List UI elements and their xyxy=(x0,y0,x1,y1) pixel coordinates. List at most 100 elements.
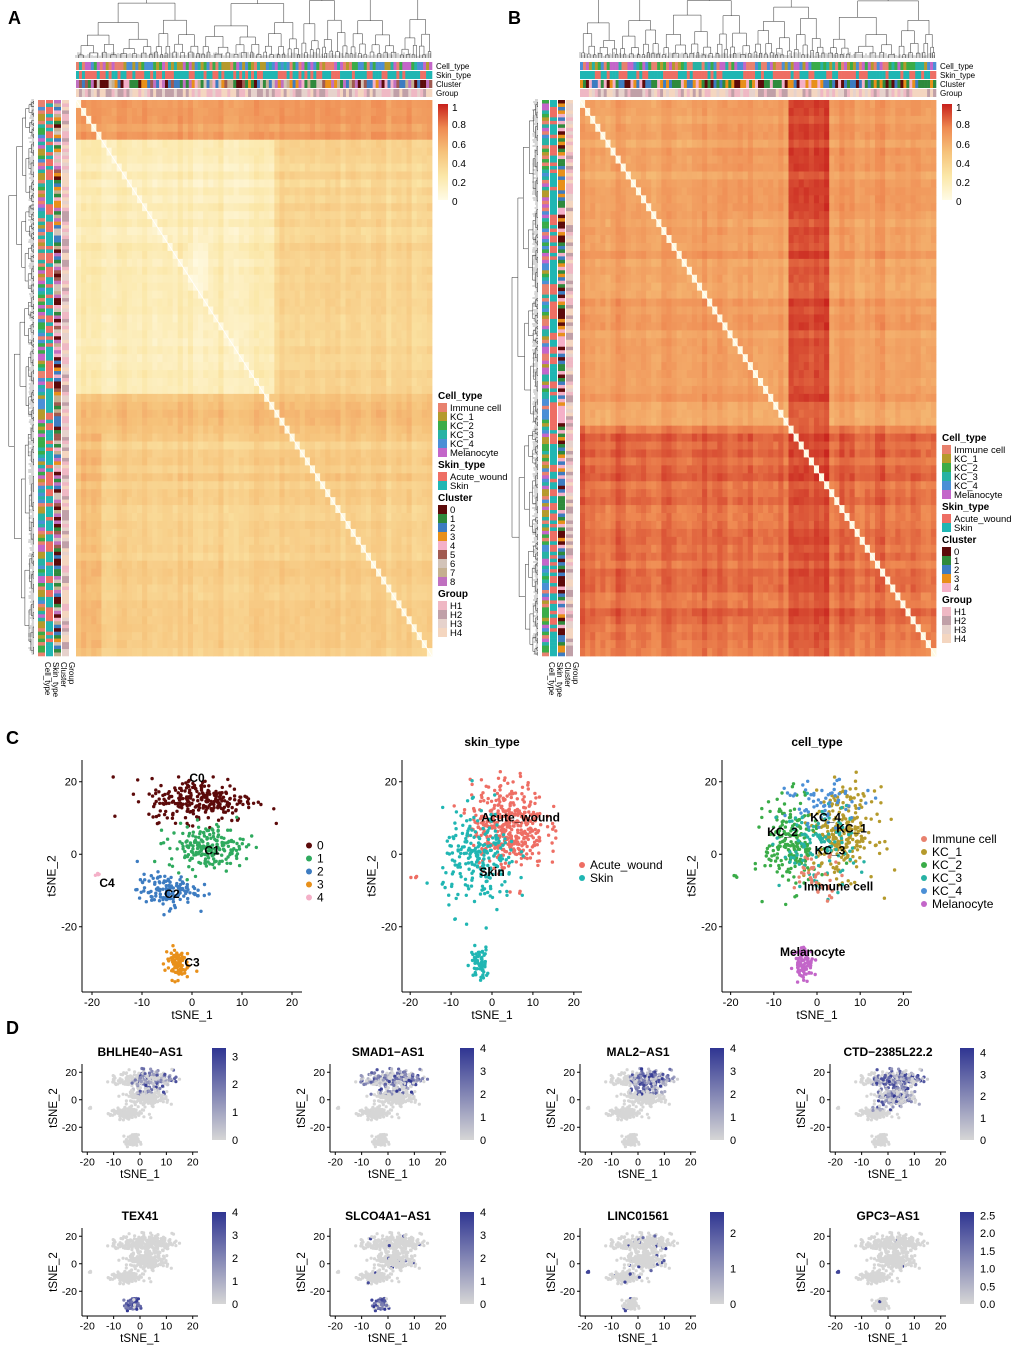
annotation-cell-top xyxy=(138,62,142,70)
heatmap-cell xyxy=(254,203,260,212)
heatmap-cell xyxy=(81,378,87,387)
heatmap-cell xyxy=(203,250,209,260)
heatmap-cell xyxy=(162,195,168,204)
heatmap-cell xyxy=(238,123,245,133)
heatmap-cell xyxy=(426,560,433,570)
heatmap-cell xyxy=(315,258,321,268)
heatmap-cell xyxy=(233,592,240,601)
heatmap-cell xyxy=(309,306,316,315)
heatmap-cell xyxy=(142,433,148,442)
heatmap-cell xyxy=(365,648,372,657)
heatmap-cell xyxy=(335,528,341,538)
heatmap-cell xyxy=(259,417,265,427)
heatmap-cell xyxy=(391,568,397,577)
heatmap-cell xyxy=(152,592,158,601)
heatmap-cell xyxy=(152,568,158,577)
heatmap-cell xyxy=(320,179,326,188)
heatmap-cell xyxy=(198,314,204,323)
heatmap-cell xyxy=(284,171,290,180)
heatmap-cell xyxy=(152,576,158,585)
heatmap-cell xyxy=(81,330,87,339)
heatmap-cell xyxy=(304,489,311,498)
heatmap-cell xyxy=(391,187,397,196)
heatmap-cell xyxy=(284,123,290,133)
heatmap-cell xyxy=(76,560,82,570)
heatmap-cell xyxy=(376,385,382,395)
heatmap-cell xyxy=(335,370,341,379)
heatmap-cell xyxy=(152,298,158,307)
heatmap-cell xyxy=(294,290,301,299)
heatmap-cell xyxy=(299,513,306,522)
heatmap-cell xyxy=(223,600,229,609)
heatmap-cell xyxy=(116,632,123,641)
heatmap-cell xyxy=(411,282,418,292)
heatmap-cell xyxy=(365,147,372,156)
heatmap-cell xyxy=(259,513,265,522)
heatmap-cell xyxy=(233,163,240,172)
heatmap-cell xyxy=(426,584,433,593)
heatmap-cell xyxy=(411,632,418,641)
heatmap-cell xyxy=(294,520,301,530)
heatmap-cell xyxy=(315,346,321,355)
heatmap-cell xyxy=(187,211,194,220)
heatmap-cell xyxy=(386,195,392,204)
heatmap-cell xyxy=(162,576,168,585)
heatmap-cell xyxy=(269,632,275,641)
heatmap-cell xyxy=(76,107,82,117)
heatmap-cell xyxy=(320,640,326,649)
heatmap-cell xyxy=(360,147,367,156)
heatmap-cell xyxy=(192,147,199,156)
heatmap-cell xyxy=(137,449,143,458)
heatmap-cell xyxy=(320,393,326,403)
heatmap-cell xyxy=(187,401,194,411)
heatmap-cell xyxy=(264,640,270,649)
heatmap-cell xyxy=(365,107,372,117)
heatmap-cell xyxy=(147,433,153,442)
heatmap-cell xyxy=(391,250,397,260)
heatmap-cell xyxy=(284,219,290,228)
heatmap-cell xyxy=(96,179,102,188)
heatmap-cell xyxy=(269,592,275,601)
heatmap-cell xyxy=(381,107,387,117)
heatmap-cell xyxy=(76,242,82,252)
heatmap-cell xyxy=(289,282,296,292)
heatmap-cell xyxy=(386,449,392,458)
heatmap-cell xyxy=(401,338,407,347)
heatmap-cell xyxy=(192,250,199,260)
heatmap-cell xyxy=(264,385,270,395)
heatmap-cell xyxy=(157,203,163,212)
heatmap-cell xyxy=(187,425,194,434)
heatmap-cell xyxy=(218,393,224,403)
heatmap-cell xyxy=(101,409,107,419)
heatmap-cell xyxy=(345,648,352,657)
heatmap-cell xyxy=(360,306,367,315)
heatmap-cell xyxy=(86,179,92,188)
heatmap-cell xyxy=(365,441,372,450)
heatmap-cell xyxy=(116,441,123,450)
heatmap-cell xyxy=(284,449,290,458)
annotation-cell-top xyxy=(319,62,323,70)
heatmap-cell xyxy=(335,282,341,292)
heatmap-cell xyxy=(401,648,407,657)
heatmap-cell xyxy=(157,584,163,593)
heatmap-cell xyxy=(340,362,346,371)
heatmap-cell xyxy=(325,568,331,577)
heatmap-cell xyxy=(335,648,341,657)
heatmap-cell xyxy=(218,600,224,609)
heatmap-cell xyxy=(137,314,143,323)
heatmap-cell xyxy=(279,155,285,164)
heatmap-cell xyxy=(187,195,194,204)
heatmap-cell xyxy=(396,520,402,530)
heatmap-cell xyxy=(187,457,194,466)
heatmap-cell xyxy=(259,123,265,133)
heatmap-cell xyxy=(274,179,280,188)
heatmap-cell xyxy=(259,290,265,299)
heatmap-cell xyxy=(121,592,128,601)
heatmap-cell xyxy=(279,322,285,331)
heatmap-cell xyxy=(147,282,153,292)
heatmap-cell xyxy=(116,306,123,315)
heatmap-cell xyxy=(248,616,255,625)
heatmap-cell xyxy=(213,489,219,498)
heatmap-cell xyxy=(370,457,377,466)
annotation-cell-top xyxy=(259,62,264,70)
